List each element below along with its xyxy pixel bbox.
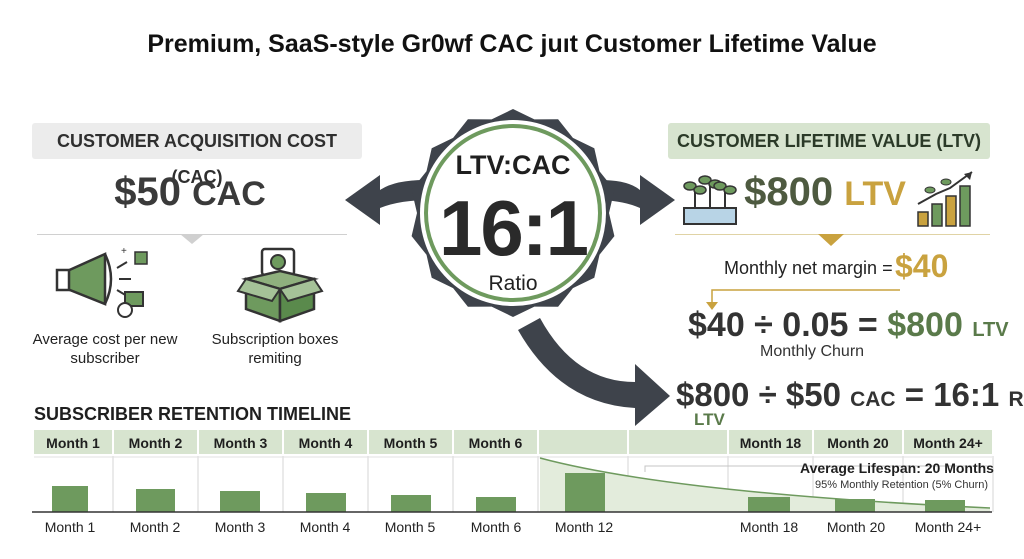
subscription-box-icon	[236, 247, 324, 323]
plants-icon	[683, 175, 737, 225]
timeline-header-cell	[814, 430, 902, 454]
churn-label: Monthly Churn	[760, 343, 865, 360]
timeline-header-cell	[284, 430, 367, 454]
timeline-header-cell	[114, 430, 197, 454]
equation-result: $800	[887, 306, 963, 344]
timeline-title: SUBSCRIBER RETENTION TIMELINE	[34, 404, 352, 424]
timeline-header-label: Month 18	[740, 435, 802, 451]
timeline-header-cell	[629, 430, 727, 454]
retention-curve-area	[540, 458, 990, 512]
cac-item-label: Average cost per new subscriber	[32, 331, 178, 367]
cac-item-label: Subscription boxes remiting	[211, 331, 339, 367]
timeline-header-label: Month 2	[129, 435, 183, 451]
timeline-axis-label: Month 12	[555, 519, 614, 535]
cac-header: CUSTOMER ACQUISITION COST (CAC)	[32, 123, 362, 187]
margin-label: Monthly net margin =	[724, 258, 893, 278]
cac-value: $50	[114, 170, 181, 214]
caret	[818, 234, 844, 246]
equation-sub-label: LTV	[694, 410, 725, 429]
ltv-equation: $40 ÷ 0.05 = $800 LTV	[688, 306, 1009, 345]
timeline-axis-label: Month 4	[300, 519, 351, 535]
timeline-axis-label: Month 5	[385, 519, 436, 535]
timeline-axis-label: Month 1	[45, 519, 96, 535]
timeline-header-cell	[199, 430, 282, 454]
ratio-value: 16:1	[438, 184, 589, 272]
equation-unit: CAC	[850, 388, 896, 411]
timeline-bar	[748, 497, 790, 512]
timeline-bar	[136, 489, 175, 512]
equation-left: $40 ÷ 0.05 =	[688, 306, 878, 344]
avg-lifespan-title: Average Lifespan: 20 Months	[800, 460, 994, 476]
timeline-axis-label: Month 6	[471, 519, 522, 535]
ltv-unit: LTV	[844, 175, 906, 213]
timeline-header-label: Month 20	[827, 435, 889, 451]
timeline-header-label: Month 6	[469, 435, 523, 451]
timeline-header-cell	[729, 430, 812, 454]
ratio-equation: $800 ÷ $50 CAC = 16:1 Ratio	[676, 376, 1024, 414]
timeline-axis-label: Month 3	[215, 519, 266, 535]
timeline-header-cell	[904, 430, 992, 454]
margin-value: $40	[895, 248, 949, 284]
ratio-subtitle: Ratio	[488, 272, 538, 295]
timeline-bar	[391, 495, 431, 512]
seal-badge	[411, 109, 615, 317]
ltv-value-block: $800 LTV	[740, 170, 910, 215]
timeline-bar	[835, 499, 875, 512]
ratio-title: LTV:CAC	[455, 150, 571, 180]
avg-lifespan-subtitle: 95% Monthly Retention (5% Churn)	[815, 479, 989, 491]
connector-arrow	[706, 289, 900, 310]
timeline-header-label: Month 4	[299, 435, 353, 451]
svg-text:+: +	[121, 246, 127, 257]
cac-unit: CAC	[192, 175, 266, 213]
timeline-bar	[925, 500, 965, 512]
megaphone-icon: +	[55, 246, 148, 318]
cac-value-block: $50 CAC	[40, 170, 340, 215]
timeline-axis-label: Month 18	[740, 519, 799, 535]
timeline-header-cell	[539, 430, 627, 454]
arrow-left-icon	[345, 175, 430, 225]
ltv-value: $800	[744, 170, 834, 214]
timeline-axis-label: Month 20	[827, 519, 886, 535]
arrow-curve-icon	[518, 318, 670, 426]
growth-chart-icon	[917, 171, 973, 227]
arrow-right-icon	[595, 175, 675, 225]
timeline-header-cell	[34, 430, 112, 454]
equation-unit: LTV	[972, 319, 1009, 341]
timeline-header-cell	[454, 430, 537, 454]
caret	[180, 234, 204, 244]
timeline-header-cell	[369, 430, 452, 454]
retention-curve	[539, 457, 991, 509]
timeline-axis-label: Month 24+	[915, 519, 982, 535]
equation-unit: Ratio	[1008, 388, 1024, 411]
equation-left: $800 ÷ $50	[676, 376, 841, 413]
timeline-header-label: Month 3	[214, 435, 268, 451]
timeline-bar	[306, 493, 346, 512]
ltv-header: CUSTOMER LIFETIME VALUE (LTV)	[668, 123, 990, 159]
timeline-bar	[565, 473, 605, 512]
retention-timeline: Month 1 Month 2 Month 3 Month 4 Month 5 Month…	[32, 430, 994, 535]
timeline-bar	[220, 491, 260, 512]
timeline-bar	[52, 486, 88, 512]
timeline-header-label: Month 24+	[913, 435, 983, 451]
page-title: Premium, SaaS-style Gr0wf CAC juıt Custo…	[147, 30, 877, 58]
timeline-header-label: Month 1	[46, 435, 100, 451]
equation-mid: = 16:1	[904, 376, 1000, 413]
timeline-header-label: Month 5	[384, 435, 438, 451]
timeline-bar	[476, 497, 516, 512]
timeline-axis-label: Month 2	[130, 519, 181, 535]
